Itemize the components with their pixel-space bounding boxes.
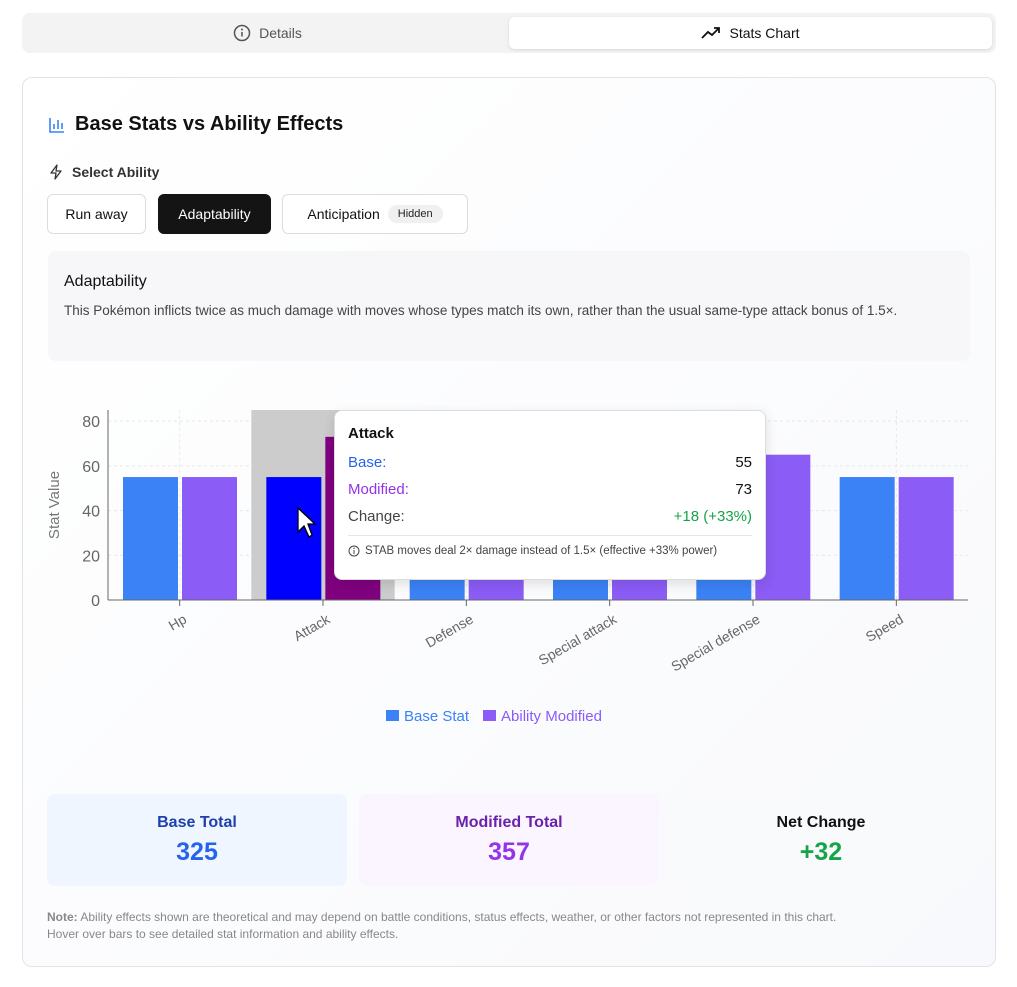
x-tick-label: Special attack [536,610,620,668]
info-icon [348,545,360,557]
button-label: Adaptability [178,206,251,222]
tab-label: Details [259,25,302,41]
ability-anticipation-button[interactable]: Anticipation Hidden [282,194,468,234]
description-title: Adaptability [64,273,147,290]
tooltip-base-value: 55 [735,454,752,471]
legend-ability-modified[interactable]: Ability Modified [483,708,602,725]
x-tick-label: Hp [166,611,190,634]
x-tick-label: Attack [291,610,334,644]
chart-legend: Base Stat Ability Modified [386,708,602,725]
legend-label: Ability Modified [501,708,602,725]
note-line1: Ability effects shown are theoretical an… [77,910,837,924]
lightning-icon [50,164,62,180]
tooltip-change-label: Change: [348,508,405,525]
y-tick-label: 40 [82,504,100,521]
title-text: Base Stats vs Ability Effects [75,113,344,135]
bar-base [839,477,895,600]
ability-run-away-button[interactable]: Run away [47,194,146,234]
legend-swatch [386,710,399,721]
select-label-text: Select Ability [72,164,160,180]
tooltip-base-label: Base: [348,454,387,471]
tooltip-modified-label: Modified: [348,481,409,498]
total-value: 357 [488,838,530,866]
legend-swatch [483,710,497,721]
tooltip-change-value: +18 (+33%) [673,508,752,525]
info-icon [233,24,251,42]
mouse-cursor-icon [297,506,317,538]
chart-note: Note: Ability effects shown are theoreti… [47,909,836,943]
total-label: Base Total [157,814,237,831]
modified-total-card: Modified Total 357 [359,794,659,886]
y-tick-label: 20 [82,548,100,565]
legend-base-stat[interactable]: Base Stat [386,708,469,725]
tab-label: Stats Chart [729,25,800,41]
y-tick-label: 0 [91,593,100,610]
tooltip-note: STAB moves deal 2× damage instead of 1.5… [365,545,718,557]
bar-modified [182,477,237,600]
total-value: 325 [176,838,218,866]
button-label: Run away [65,206,128,222]
legend-label: Base Stat [404,708,470,725]
chart-tooltip: Attack Base: 55 Modified: 73 Change: +18 (+… [334,410,766,580]
total-label: Modified Total [455,814,563,831]
hidden-badge: Hidden [387,205,443,223]
ability-adaptability-button[interactable]: Adaptability [158,194,271,234]
button-label: Anticipation [307,206,380,222]
note-bold: Note: [47,910,78,924]
total-value: +32 [799,838,843,866]
select-ability-label: Select Ability [48,164,159,180]
y-tick-label: 80 [82,414,100,431]
tab-stats-chart[interactable]: Stats Chart [509,17,992,49]
tab-details[interactable]: Details [26,17,509,49]
description-text: This Pokémon inflicts twice as much dama… [64,303,898,318]
y-axis-label: Stat Value [46,471,63,539]
bar-modified [898,477,954,600]
bar-base [266,477,322,600]
base-total-card: Base Total 325 [47,794,347,886]
net-change-card: Net Change +32 [671,794,971,886]
x-tick-label: Defense [423,611,476,651]
x-tick-label: Special defense [668,611,762,675]
y-tick-label: 60 [82,459,100,476]
bar-chart-icon [49,117,64,133]
trending-up-icon [701,27,721,39]
ability-description: Adaptability This Pokémon inflicts twice… [48,251,970,361]
tooltip-title: Attack [348,425,394,442]
stats-bar-chart: 0 20 40 60 80 Hp Attack Defense Special attack Sp… [46,410,968,675]
x-tick-label: Speed [863,611,906,645]
card-title: Base Stats vs Ability Effects [48,113,343,136]
total-label: Net Change [776,814,866,831]
bar-base [123,477,178,600]
note-line2: Hover over bars to see detailed stat inf… [47,927,399,941]
tab-bar: Details Stats Chart [22,13,996,53]
tooltip-modified-value: 73 [735,481,752,498]
